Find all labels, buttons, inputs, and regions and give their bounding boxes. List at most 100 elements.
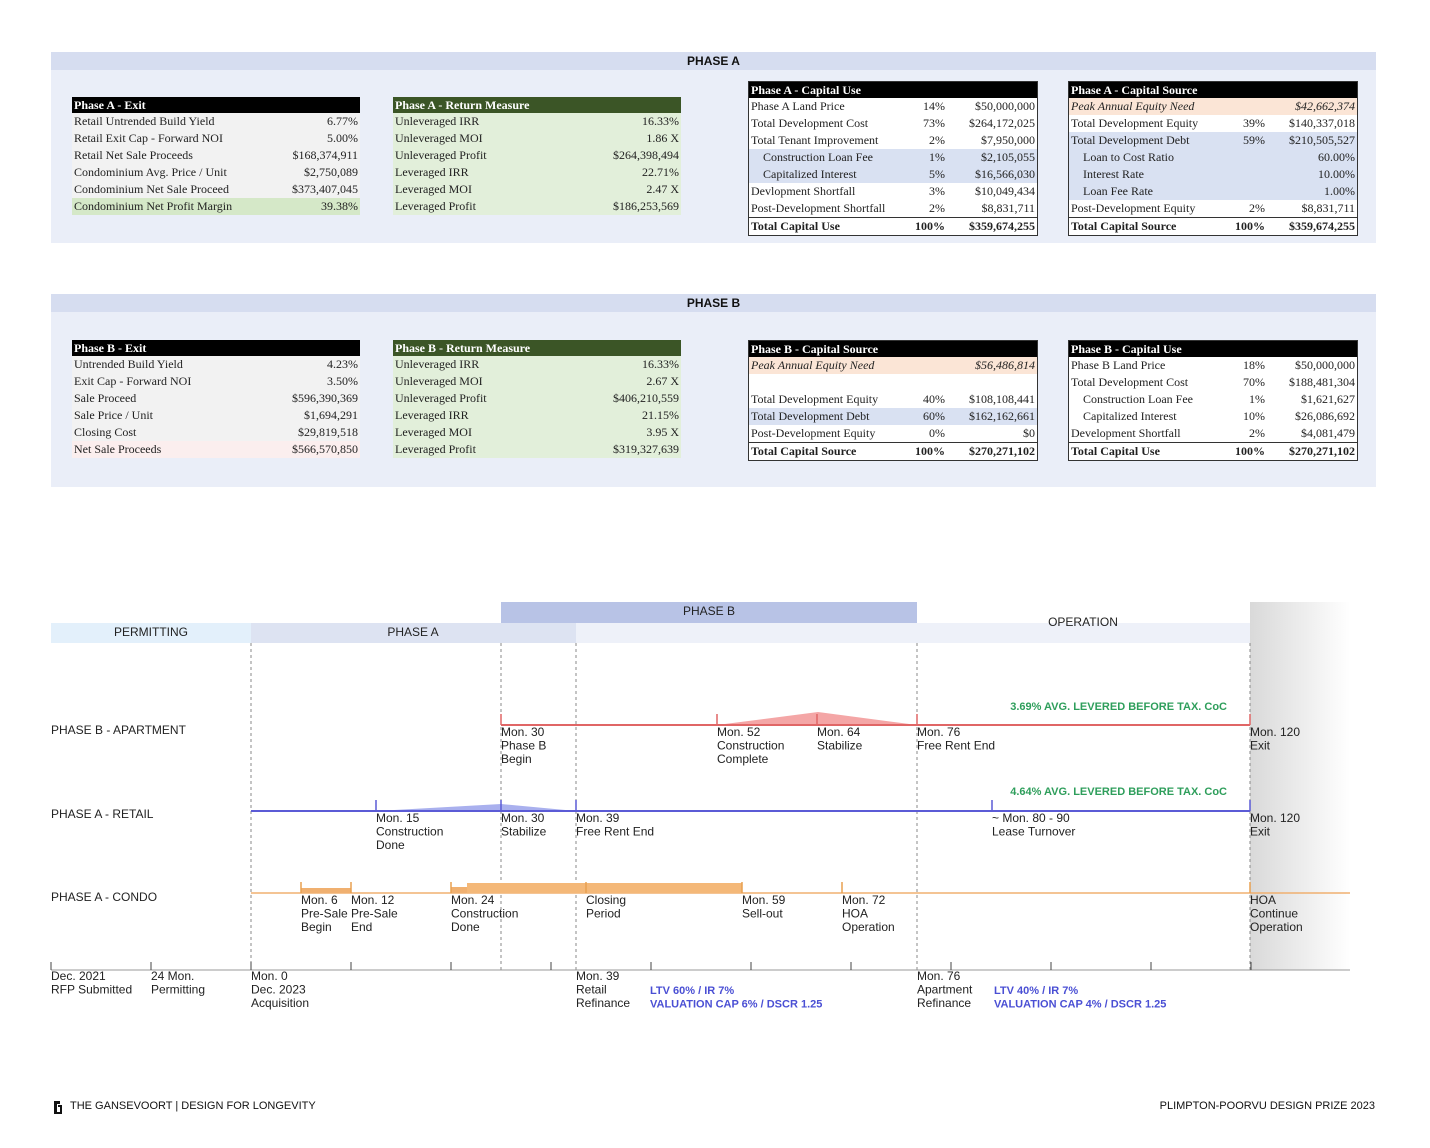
row-label: Devlopment Shortfall [751,184,856,198]
condo-block [451,887,467,893]
row-value: $373,407,045 [292,182,358,196]
row-value: 3.95 X [646,425,679,439]
row-label: Construction Loan Fee [763,150,873,164]
table-row: Total Development Debt 60% $162,162,661 [749,408,1037,425]
row-value: $359,674,255 [969,219,1035,233]
table-row: Phase A Land Price 14% $50,000,000 [749,98,1037,115]
table: Phase A - Capital Use Phase A Land Price 1… [748,81,1038,236]
row-label: PHASE A - RETAIL [51,807,154,821]
row-value: $42,662,374 [1295,99,1355,113]
row-label: Construction Loan Fee [1083,392,1193,406]
row-label: PHASE A - CONDO [51,890,157,904]
table-row: Unleveraged MOI 1.86 X [393,130,681,147]
row-value: $1,621,627 [1301,392,1355,406]
table-title: Phase B - Return Measure [393,340,681,356]
axis-label: RFP Submitted [51,983,132,997]
row-value: 2.67 X [646,374,679,388]
milestone-label: End [351,920,372,934]
row-label: Post-Development Equity [751,426,876,440]
table-row: Closing Cost $29,819,518 [72,424,360,441]
row-label: Leveraged IRR [395,165,469,179]
table: Phase A - Exit Retail Untrended Build Yie… [72,97,360,215]
row-pct: 59% [1243,133,1265,147]
row-pct: 2% [929,133,945,147]
row-value: $29,819,518 [298,425,358,439]
table: Phase A - Capital Source Peak Annual Equi… [1068,81,1358,236]
milestone-label: Mon. 39 [576,811,620,825]
row-pct: 18% [1243,358,1265,372]
table-title: Phase B - Exit [72,340,360,356]
milestone-label: Pre-Sale [351,907,398,921]
row-value: 10.00% [1318,167,1355,181]
row-pct: 3% [929,184,945,198]
row-pct: 100% [1235,219,1265,233]
footer-left: THE GANSEVOORT | DESIGN FOR LONGEVITY [70,1100,316,1112]
timeline: PERMITTING PHASE A PHASE B OPERATION PHASE B… [50,602,1350,1010]
row-value: $162,162,661 [969,409,1035,423]
row-value: $270,271,102 [1289,444,1355,458]
logo [54,1101,62,1114]
table-row: Unleveraged MOI 2.67 X [393,373,681,390]
axis-label: Dec. 2021 [51,969,106,983]
table-title: Phase B - Capital Source [749,341,1037,357]
milestone-label: Mon. 30 [501,725,545,739]
table-row: Total Capital Source 100% $359,674,255 [1069,217,1357,235]
row-pct: 5% [929,167,945,181]
table-row: Sale Proceed $596,390,369 [72,390,360,407]
row-value: 16.33% [642,357,679,371]
table-row: Leveraged MOI 2.47 X [393,181,681,198]
table: Phase B - Capital Use Phase B Land Price 1… [1068,340,1358,461]
row-label: Retail Untrended Build Yield [74,114,215,128]
milestone-label: HOA [842,907,868,921]
table-row: Retail Untrended Build Yield 6.77% [72,113,360,130]
row-value: 22.71% [642,165,679,179]
milestone-label: Mon. 72 [842,893,886,907]
refinance-term: VALUATION CAP 6% / DSCR 1.25 [650,998,822,1010]
table: Phase B - Capital Source Peak Annual Equi… [748,340,1038,461]
row-value: $0 [1023,426,1035,440]
milestone-label: Phase B [501,739,546,753]
row-value: $186,253,569 [613,199,679,213]
milestone-label: Free Rent End [576,825,654,839]
row-value: $2,105,055 [981,150,1035,164]
table-row: Leveraged IRR 22.71% [393,164,681,181]
row-label: Interest Rate [1083,167,1144,181]
row-label: Development Shortfall [1071,426,1181,440]
row-label: Phase B Land Price [1071,358,1166,372]
table-row: Peak Annual Equity Need $42,662,374 [1069,98,1357,115]
row-value: $210,505,527 [1289,133,1355,147]
row-label: Post-Development Shortfall [751,201,886,215]
table-row: Interest Rate 10.00% [1069,166,1357,183]
row-value: $188,481,304 [1289,375,1355,389]
axis-label: Mon. 0 [251,969,288,983]
row-label: Total Capital Source [751,444,857,458]
table-row: Exit Cap - Forward NOI 3.50% [72,373,360,390]
milestone-label: Construction [376,825,443,839]
milestone-label: Mon. 76 [917,725,961,739]
row-label: Leveraged MOI [395,425,472,439]
row-label: Unleveraged Profit [395,391,487,405]
row-label: Total Development Cost [1071,375,1189,389]
table-row: Construction Loan Fee 1% $2,105,055 [749,149,1037,166]
milestone-label: Stabilize [817,739,863,753]
table-row: Net Sale Proceeds $566,570,850 [72,441,360,458]
table-title: Phase A - Capital Use [749,82,1037,98]
milestone-label: Mon. 15 [376,811,420,825]
condo-closing [467,883,742,893]
row-label: Total Development Equity [751,392,879,406]
table-title: Phase A - Return Measure [393,97,681,113]
table-row: Leveraged IRR 21.15% [393,407,681,424]
row-value: $359,674,255 [1289,219,1355,233]
table-row: Retail Exit Cap - Forward NOI 5.00% [72,130,360,147]
row-value: 3.50% [327,374,358,388]
milestone-label: Mon. 6 [301,893,338,907]
row-value: 60.00% [1318,150,1355,164]
table: Phase B - Return Measure Unleveraged IRR 1… [393,340,681,458]
row-pct: 60% [923,409,945,423]
condo-presale [301,888,351,893]
row-label: Total Tenant Improvement [751,133,879,147]
row-value: $168,374,911 [292,148,358,162]
row-value: $264,398,494 [613,148,679,162]
row-pct: 0% [929,426,945,440]
milestone-label: Begin [301,920,332,934]
